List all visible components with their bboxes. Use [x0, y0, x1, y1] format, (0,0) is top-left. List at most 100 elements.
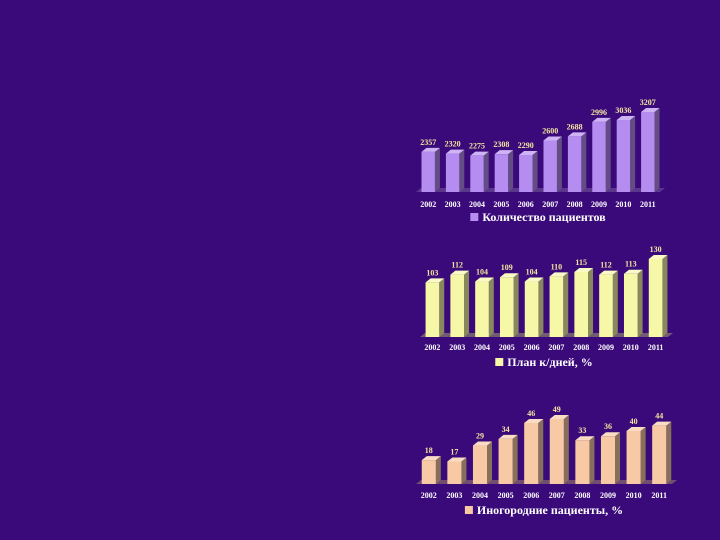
- bar-top: [475, 277, 494, 282]
- legend-label: План к/дней, %: [507, 355, 592, 369]
- x-tick-label: 2010: [623, 343, 639, 352]
- legend-label: Количество пациентов: [482, 210, 606, 224]
- bar-value-label: 17: [450, 447, 458, 456]
- bar-side: [563, 272, 569, 337]
- bar-top: [575, 436, 595, 441]
- bar-top: [567, 132, 587, 137]
- x-tick-label: 2009: [598, 343, 614, 352]
- bar-value-label: 2320: [445, 140, 461, 149]
- bar-front: [470, 155, 484, 192]
- bar: [524, 277, 544, 337]
- bar-side: [464, 270, 470, 337]
- bar-top: [600, 432, 621, 437]
- bar-value-label: 33: [578, 426, 586, 435]
- bar: [475, 277, 494, 337]
- bar-value-label: 36: [604, 422, 612, 431]
- bar-value-label: 113: [625, 260, 637, 269]
- bar-front: [498, 438, 513, 484]
- bar-top: [616, 116, 636, 121]
- bar-top: [543, 136, 562, 141]
- bar: [599, 270, 618, 337]
- bar-top: [574, 268, 594, 272]
- bar-front: [623, 273, 638, 337]
- bar-top: [549, 272, 569, 277]
- bar-value-label: 3036: [615, 106, 631, 115]
- bar: [421, 456, 441, 484]
- bar-side: [589, 436, 595, 484]
- x-tick-label: 2007: [549, 491, 565, 500]
- bar: [652, 421, 672, 484]
- bar-front: [592, 121, 606, 192]
- x-tick-label: 2006: [518, 200, 534, 209]
- x-tick-label: 2003: [449, 343, 465, 352]
- bar-value-label: 44: [655, 412, 663, 421]
- bar-front: [626, 430, 641, 484]
- bar-front: [616, 120, 631, 192]
- bar-value-label: 3207: [640, 98, 656, 107]
- x-tick-label: 2004: [472, 491, 488, 500]
- bar-front: [549, 419, 564, 484]
- legend-swatch: [470, 213, 479, 221]
- bar-side: [605, 117, 611, 192]
- x-tick-label: 2010: [615, 200, 631, 209]
- bar: [494, 150, 514, 192]
- bar-front: [567, 136, 582, 192]
- bar-side: [640, 426, 646, 484]
- chart-1: 2357 2002 2320 2003 2275 2004 2308 2005 2290 2006…: [416, 98, 665, 224]
- bar-side: [538, 277, 544, 337]
- bar-front: [472, 445, 488, 484]
- bar-front: [652, 425, 667, 484]
- bar-value-label: 2357: [420, 138, 436, 147]
- bar: [524, 418, 544, 484]
- bar: [567, 132, 587, 192]
- bar: [648, 255, 668, 337]
- bar: [421, 147, 440, 192]
- bar-front: [421, 151, 435, 192]
- bar-side: [615, 432, 621, 484]
- x-tick-label: 2006: [524, 343, 540, 352]
- bar-value-label: 40: [630, 417, 638, 426]
- bar-side: [588, 268, 594, 337]
- bar-front: [641, 112, 655, 192]
- x-tick-label: 2004: [469, 200, 485, 209]
- x-tick-label: 2011: [651, 491, 667, 500]
- bar: [623, 269, 643, 337]
- x-tick-label: 2007: [542, 200, 558, 209]
- bar-top: [652, 421, 672, 426]
- bar-side: [654, 108, 660, 192]
- bar-top: [450, 270, 470, 275]
- bar-front: [421, 460, 436, 484]
- bar-side: [612, 270, 618, 337]
- bar: [549, 415, 569, 484]
- bar: [549, 272, 569, 337]
- bar-side: [512, 434, 518, 484]
- bar-side: [532, 150, 538, 192]
- x-tick-label: 2008: [573, 343, 589, 352]
- bar-top: [498, 434, 518, 439]
- bar-front: [519, 154, 533, 192]
- bar-value-label: 34: [502, 425, 510, 434]
- bar-side: [556, 136, 562, 192]
- bar-front: [475, 281, 489, 337]
- bar: [641, 108, 660, 192]
- bar-side: [488, 277, 494, 337]
- bar-side: [439, 278, 445, 337]
- bar-top: [472, 441, 493, 446]
- x-tick-label: 2004: [474, 343, 490, 352]
- bar-side: [459, 149, 465, 192]
- bar-top: [549, 415, 569, 419]
- bar-top: [524, 277, 544, 282]
- bar-value-label: 49: [553, 405, 561, 414]
- bar-front: [524, 422, 539, 484]
- bar: [445, 149, 465, 192]
- bar-top: [494, 150, 514, 155]
- bar-front: [599, 274, 613, 337]
- bar: [626, 426, 646, 484]
- bar-side: [666, 421, 672, 484]
- bar-front: [447, 461, 462, 484]
- bar-side: [662, 255, 668, 337]
- bar-top: [623, 269, 643, 274]
- bar-side: [630, 116, 636, 192]
- x-tick-label: 2009: [600, 491, 616, 500]
